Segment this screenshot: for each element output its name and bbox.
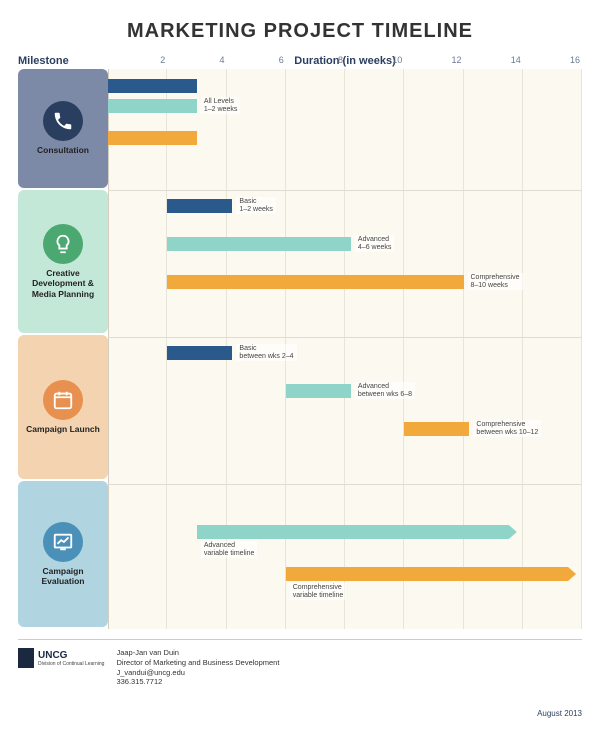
bar-label: Comprehensivevariable timeline <box>290 583 347 600</box>
org-name: UNCG <box>38 650 104 661</box>
row-separator <box>108 190 582 191</box>
axis-tick: 14 <box>464 55 523 65</box>
contact-role: Director of Marketing and Business Devel… <box>116 658 279 668</box>
bar-label: Advanced4–6 weeks <box>355 235 394 252</box>
bar-label: All Levels1–2 weeks <box>201 97 240 114</box>
bar-label: Advancedvariable timeline <box>201 541 258 558</box>
milestone-launch: Campaign Launch <box>18 335 108 478</box>
axis-tick: 4 <box>167 55 226 65</box>
contact-name: Jaap-Jan van Duin <box>116 648 279 658</box>
bar-label: Advancedbetween wks 6–8 <box>355 382 415 399</box>
x-axis: 246810121416 <box>108 55 582 65</box>
gantt-bar <box>167 275 463 289</box>
bar-label: Basicbetween wks 2–4 <box>236 344 296 361</box>
org-logo: UNCG Division of Continual Learning <box>18 648 104 668</box>
gantt-bar <box>167 346 232 360</box>
page: MARKETING PROJECT TIMELINE Milestone Dur… <box>0 0 600 730</box>
gantt-bar <box>197 525 517 539</box>
milestone-label: Creative Development & Media Planning <box>22 268 104 299</box>
grid-column <box>523 69 582 629</box>
gantt-bar <box>286 384 351 398</box>
contact-block: Jaap-Jan van Duin Director of Marketing … <box>116 648 279 687</box>
bar-label: Comprehensive8–10 weeks <box>468 273 523 290</box>
contact-phone: 336.315.7712 <box>116 677 279 687</box>
milestone-evaluation: Campaign Evaluation <box>18 481 108 627</box>
chart-icon <box>43 522 83 562</box>
milestone-label: Campaign Launch <box>26 424 100 434</box>
row-separator <box>108 484 582 485</box>
bar-label: Comprehensivebetween wks 10–12 <box>473 420 541 437</box>
milestone-column: Consultation Creative Development & Media… <box>18 69 108 629</box>
gantt-bar <box>108 131 197 145</box>
calendar-icon <box>43 380 83 420</box>
gantt-bar <box>167 237 351 251</box>
page-title: MARKETING PROJECT TIMELINE <box>18 20 582 43</box>
phone-icon <box>43 101 83 141</box>
milestone-consultation: Consultation <box>18 69 108 188</box>
gantt-bar <box>108 99 197 113</box>
grid-column <box>404 69 463 629</box>
axis-tick: 2 <box>108 55 167 65</box>
axis-tick: 6 <box>227 55 286 65</box>
axis-tick: 10 <box>345 55 404 65</box>
axis-tick: 16 <box>523 55 582 65</box>
gantt-bar <box>404 422 469 436</box>
gantt-bar <box>108 79 197 93</box>
milestone-creative: Creative Development & Media Planning <box>18 190 108 333</box>
axis-tick: 8 <box>286 55 345 65</box>
grid-column <box>345 69 404 629</box>
org-subtitle: Division of Continual Learning <box>38 661 104 667</box>
milestone-label: Campaign Evaluation <box>22 566 104 586</box>
bulb-icon <box>43 224 83 264</box>
grid-column <box>464 69 523 629</box>
grid-column <box>108 69 167 629</box>
header-milestone: Milestone <box>18 55 108 67</box>
row-separator <box>108 337 582 338</box>
contact-email: J_vandui@uncg.edu <box>116 668 279 678</box>
timeline-area: 246810121416 All Levels1–2 weeksBasic1–2… <box>108 69 582 629</box>
gantt-bar <box>167 199 232 213</box>
bar-label: Basic1–2 weeks <box>236 197 275 214</box>
document-date: August 2013 <box>537 709 582 718</box>
milestone-label: Consultation <box>37 145 89 155</box>
footer: UNCG Division of Continual Learning Jaap… <box>18 639 582 687</box>
logo-mark <box>18 648 34 668</box>
gantt-chart: Consultation Creative Development & Media… <box>18 69 582 629</box>
gantt-bar <box>286 567 576 581</box>
axis-tick: 12 <box>404 55 463 65</box>
